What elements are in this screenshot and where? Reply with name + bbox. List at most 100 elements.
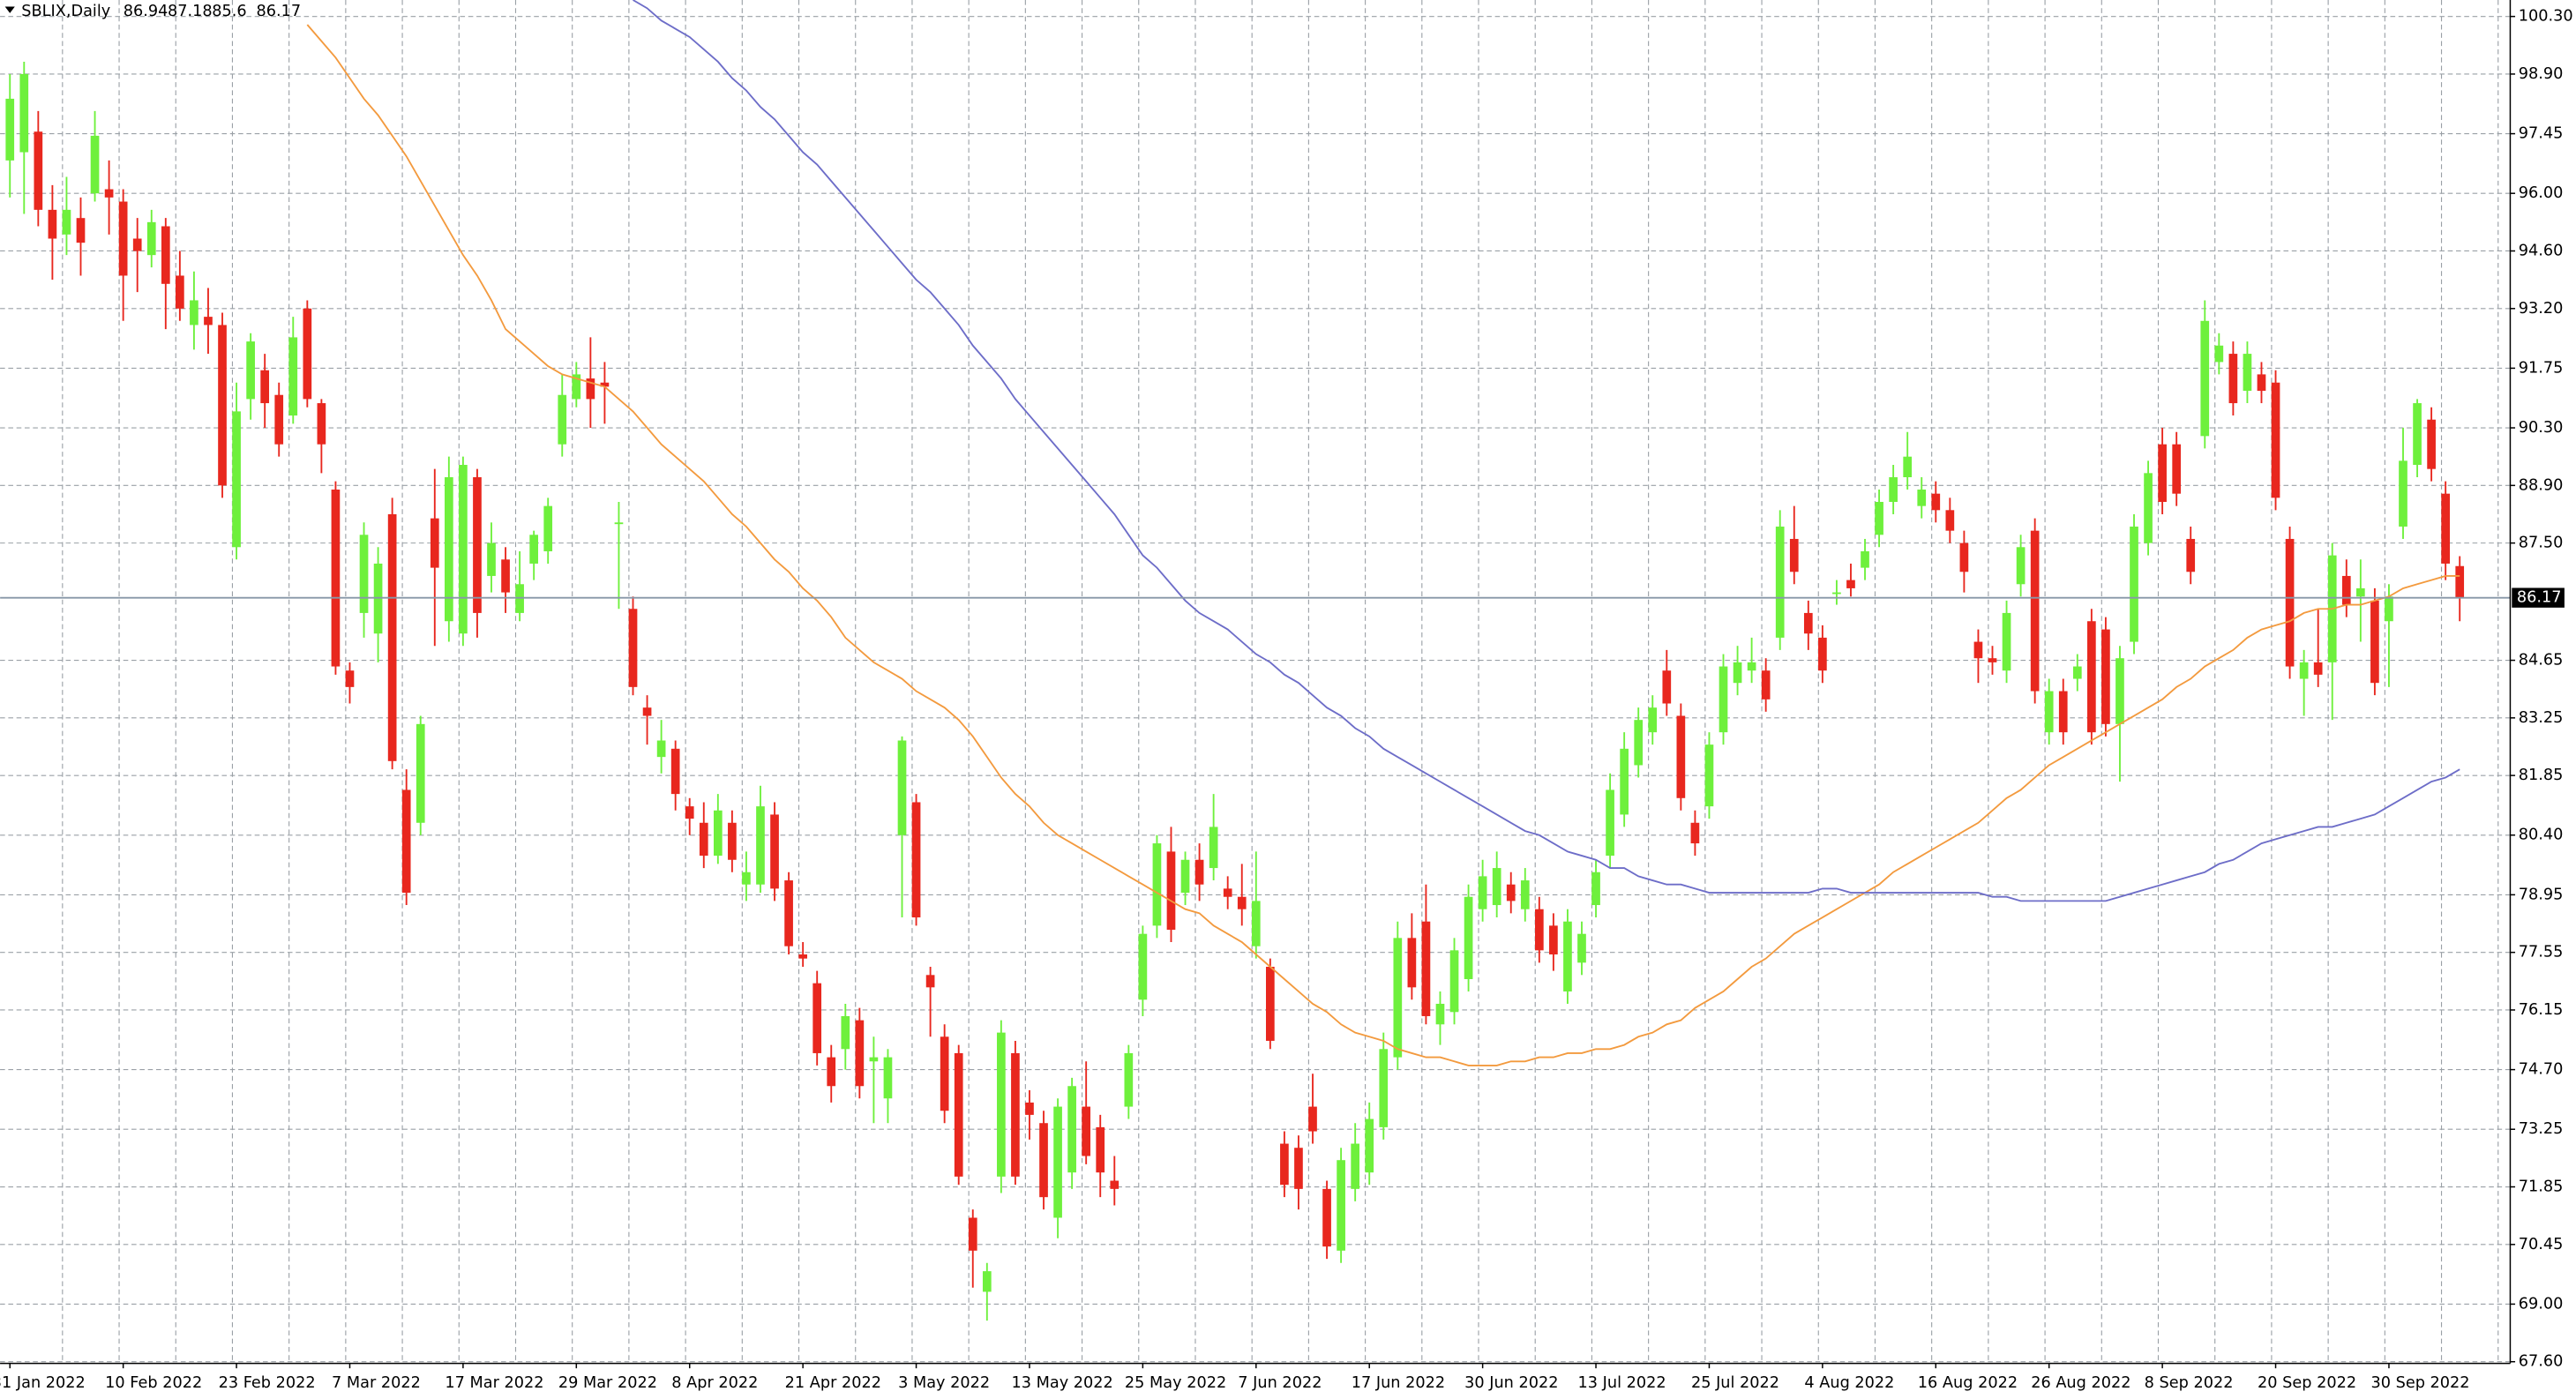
candle-body <box>642 707 652 716</box>
candle-body <box>176 275 184 309</box>
candle-body <box>572 374 581 400</box>
candle-body <box>2016 547 2026 585</box>
candle-body <box>2257 374 2266 392</box>
candle-body <box>1931 493 1941 511</box>
candle-body <box>2271 382 2280 498</box>
candle-body <box>1832 592 1841 595</box>
moving-average-line <box>306 24 2460 1066</box>
candle-body <box>1846 580 1855 588</box>
candle-body <box>459 465 468 634</box>
x-tick-label: 4 Aug 2022 <box>1804 1374 1894 1392</box>
candle-body <box>118 201 128 276</box>
candle-body <box>1690 822 1700 844</box>
candle-body <box>586 378 595 400</box>
candle-body <box>2200 320 2210 437</box>
y-tick-label: 70.45 <box>2519 1236 2564 1253</box>
y-tick-label: 90.30 <box>2519 419 2564 437</box>
y-tick-label: 67.60 <box>2519 1353 2564 1371</box>
y-tick-label: 100.30 <box>2519 8 2573 26</box>
candle-body <box>1917 489 1927 506</box>
candle-body <box>770 814 779 889</box>
y-tick-label: 84.65 <box>2519 652 2564 670</box>
y-tick-label: 97.45 <box>2519 125 2564 143</box>
candle-body <box>288 337 298 416</box>
candle-body <box>1534 909 1544 951</box>
candle-body <box>670 748 680 795</box>
candle-body <box>373 563 383 634</box>
candle-body <box>1449 950 1459 1013</box>
axes: 100.30 98.90 97.45 96.00 94.60 93.20 91.75 90.3… <box>0 8 2573 1392</box>
x-tick-label: 3 May 2022 <box>898 1374 990 1392</box>
candle-body <box>558 394 567 445</box>
candle-body <box>1875 501 1883 535</box>
candle-body <box>473 477 482 613</box>
candle-body <box>1464 896 1473 979</box>
candle-body <box>1634 720 1644 766</box>
candle-body <box>1549 925 1558 955</box>
candle-body <box>1138 933 1148 1000</box>
candle-body <box>529 535 538 564</box>
candle-body <box>359 535 369 613</box>
candle-body <box>1492 868 1501 906</box>
candle-body <box>1407 938 1417 988</box>
candle-body <box>883 1057 893 1099</box>
candle-body <box>2115 658 2124 724</box>
candle-body <box>1393 938 1403 1058</box>
candle-body <box>756 806 765 885</box>
plot-area <box>0 0 2511 1321</box>
candle-body <box>62 209 71 235</box>
candle-body <box>2355 587 2365 597</box>
candle-body <box>954 1052 963 1177</box>
candle-body <box>232 411 241 548</box>
x-tick-label: 13 May 2022 <box>1011 1374 1112 1392</box>
y-tick-label: 98.90 <box>2519 65 2564 83</box>
candle-body <box>1025 1102 1034 1115</box>
candle-body <box>1337 1160 1345 1251</box>
x-tick-label: 17 Jun 2022 <box>1352 1374 1445 1392</box>
candle-body <box>2186 538 2196 572</box>
candle-body <box>1194 859 1204 885</box>
candle-body <box>2058 691 2068 733</box>
candle-body <box>543 505 553 551</box>
candle-body <box>1775 526 1785 638</box>
header-close: 86.17 <box>257 3 302 20</box>
x-tick-label: 30 Jun 2022 <box>1464 1374 1558 1392</box>
candle-body <box>742 872 751 885</box>
candle-body <box>260 370 270 404</box>
candle-body <box>48 209 57 239</box>
candle-body <box>104 189 114 198</box>
x-tick-label: 25 Jul 2022 <box>1691 1374 1779 1392</box>
candle-body <box>1761 670 1771 700</box>
x-tick-label: 26 Aug 2022 <box>2031 1374 2130 1392</box>
candle-body <box>656 740 666 758</box>
candle-body <box>1747 662 1756 671</box>
y-tick-label: 91.75 <box>2519 359 2564 377</box>
candle-body <box>997 1032 1006 1177</box>
candle-body <box>1209 827 1218 869</box>
y-tick-label: 80.40 <box>2519 827 2564 844</box>
candle-body <box>1365 1118 1374 1173</box>
candle-body <box>487 542 496 576</box>
candle-body <box>2144 473 2153 543</box>
candle-body <box>331 489 341 667</box>
candle-body <box>925 975 935 988</box>
candle-body <box>218 325 227 486</box>
x-tick-label: 21 Apr 2022 <box>785 1374 881 1392</box>
y-tick-label: 69.00 <box>2519 1295 2564 1313</box>
candle-body <box>90 135 100 194</box>
candle-body <box>501 559 510 593</box>
candle-body <box>728 822 737 860</box>
candle-body <box>897 740 907 835</box>
candle-body <box>445 477 453 622</box>
candle-body <box>1280 1143 1289 1186</box>
y-tick-label: 93.20 <box>2519 300 2564 318</box>
candle-body <box>1421 921 1431 1016</box>
candle-body <box>132 238 142 251</box>
candle-body <box>2172 444 2182 494</box>
y-tick-label: 78.95 <box>2519 886 2564 903</box>
x-tick-label: 31 Jan 2022 <box>0 1374 86 1392</box>
candle-body <box>1676 715 1686 798</box>
candle-body <box>2385 596 2393 622</box>
candle-body <box>699 822 708 857</box>
